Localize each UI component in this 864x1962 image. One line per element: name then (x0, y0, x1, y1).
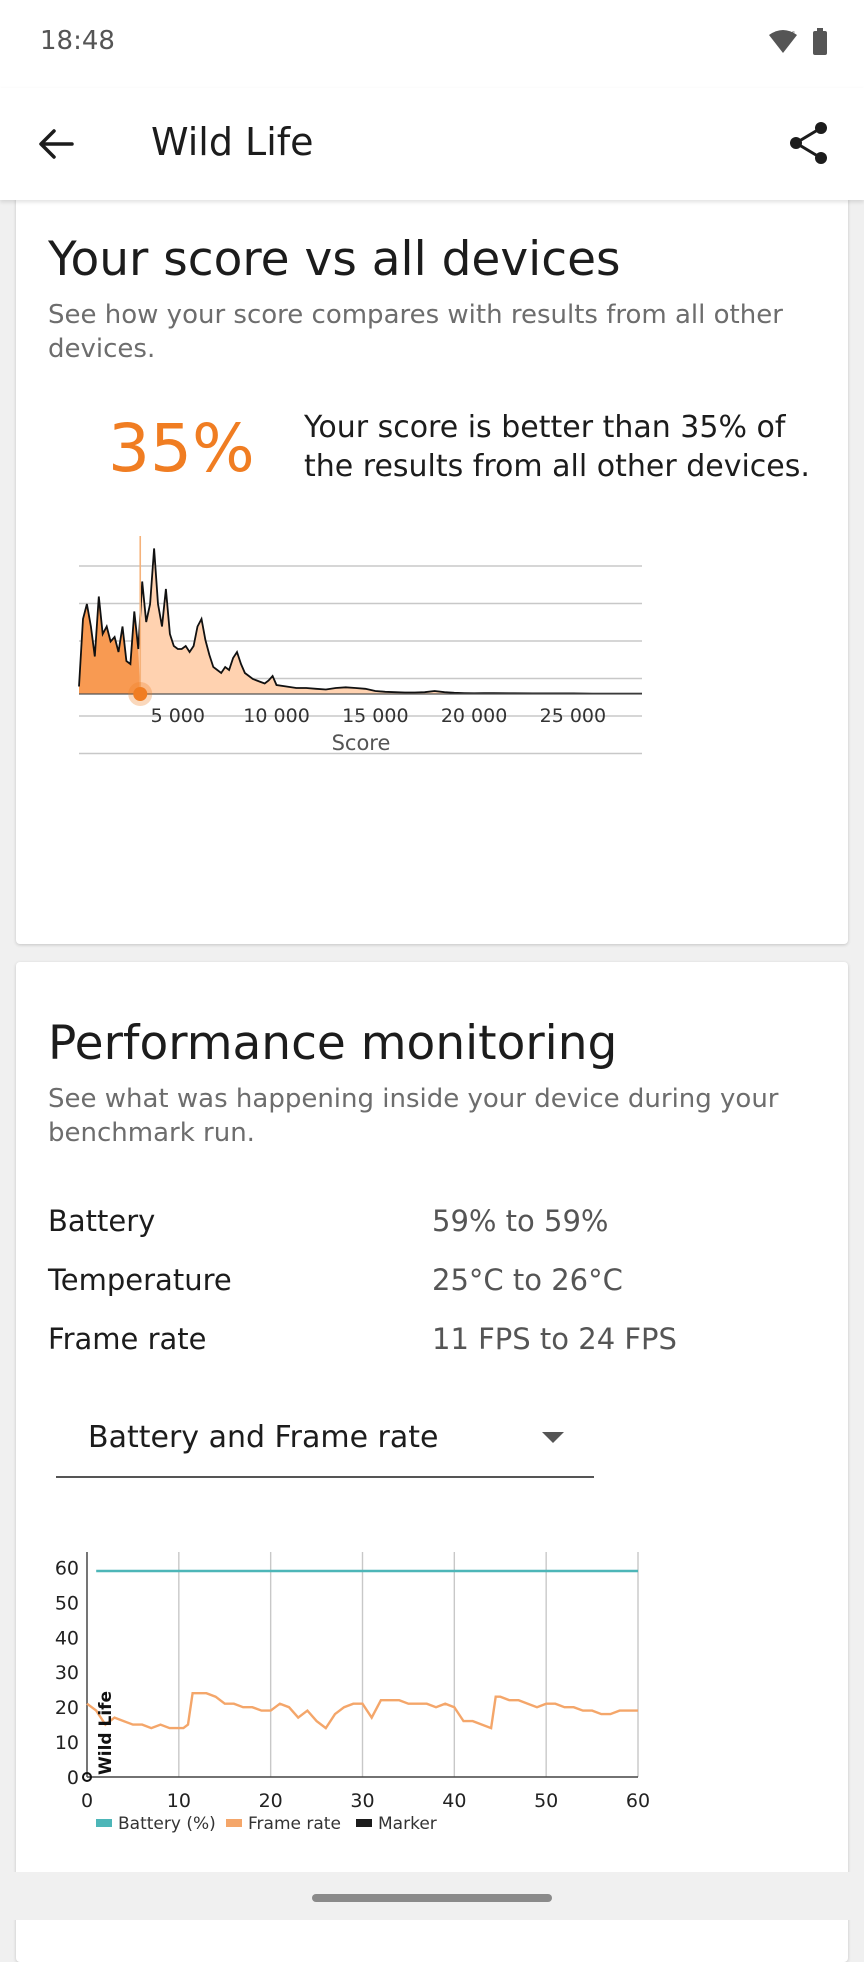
x-tick-label: 15 000 (342, 705, 408, 727)
stat-row-frame-rate: Frame rate 11 FPS to 24 FPS (48, 1322, 828, 1362)
status-icons: 6 (768, 28, 828, 56)
score-card-title: Your score vs all devices (48, 232, 621, 287)
x-tick-label: 5 000 (151, 705, 205, 727)
score-comparison-card: Your score vs all devices See how your s… (16, 196, 848, 944)
x-tick-label: 0 (81, 1790, 93, 1812)
performance-monitoring-card: Performance monitoring See what was happ… (16, 962, 848, 1962)
score-distribution-chart: 5 000 10 000 15 000 20 000 25 000 Score (78, 536, 642, 755)
share-icon[interactable] (786, 120, 832, 166)
x-tick-label: 20 000 (441, 705, 507, 727)
back-arrow-icon[interactable] (34, 122, 78, 166)
dropdown-selected-value: Battery and Frame rate (88, 1420, 439, 1455)
stat-value: 25°C to 26°C (432, 1263, 623, 1297)
stat-row-battery: Battery 59% to 59% (48, 1204, 828, 1244)
legend-label: Marker (378, 1814, 437, 1834)
performance-chart: 0 10 20 30 40 50 60 0 10 20 30 40 50 60 Wild Life Batte… (55, 1552, 650, 1834)
legend-swatch (96, 1819, 112, 1827)
distribution-line (78, 548, 642, 695)
percentile-value: 35% (108, 410, 255, 487)
y-tick-label: 60 (55, 1557, 79, 1579)
x-tick-label: 10 (167, 1790, 191, 1812)
x-tick-label: 50 (534, 1790, 558, 1812)
x-tick-label: 60 (626, 1790, 650, 1812)
chart-selector-dropdown[interactable]: Battery and Frame rate (56, 1402, 594, 1478)
x-axis-label: Score (332, 731, 391, 755)
status-time: 18:48 (40, 26, 115, 56)
your-score-dot (133, 687, 148, 701)
perf-card-title: Performance monitoring (48, 1016, 618, 1071)
stat-label: Frame rate (48, 1322, 207, 1356)
dropdown-arrow-icon (542, 1432, 564, 1443)
stat-label: Battery (48, 1204, 156, 1238)
origin-marker (82, 1772, 92, 1782)
battery-icon (813, 28, 827, 55)
x-tick-label: 40 (442, 1790, 466, 1812)
y-tick-label: 20 (55, 1697, 79, 1719)
score-card-subtitle: See how your score compares with results… (48, 300, 783, 364)
below-score-area (79, 596, 141, 694)
x-tick-label: 30 (350, 1790, 374, 1812)
legend-label: Frame rate (248, 1814, 341, 1834)
series-line-frame-rate (86, 1692, 638, 1730)
percentile-description: Your score is better than 35% of the res… (304, 410, 810, 484)
y-tick-label: 50 (55, 1592, 79, 1614)
page-title: Wild Life (151, 120, 314, 164)
navigation-bar (0, 1872, 864, 1920)
y-tick-label: 30 (55, 1662, 79, 1684)
x-tick-label: 10 000 (243, 705, 309, 727)
run-annotation: Wild Life (96, 1691, 116, 1775)
stat-value: 59% to 59% (432, 1204, 609, 1238)
wifi-icon: 6 (769, 30, 797, 53)
wifi-badge: 6 (790, 31, 796, 41)
x-tick-label: 20 (259, 1790, 283, 1812)
legend-swatch (226, 1819, 242, 1827)
y-tick-label: 0 (67, 1767, 79, 1789)
x-tick-label: 25 000 (540, 705, 606, 727)
y-tick-label: 40 (55, 1627, 79, 1649)
app-bar: Wild Life (0, 88, 864, 200)
stat-value: 11 FPS to 24 FPS (432, 1322, 677, 1356)
status-bar: 18:48 6 (0, 0, 864, 88)
home-gesture-handle[interactable] (312, 1894, 552, 1902)
legend-swatch (356, 1819, 372, 1827)
legend-label: Battery (%) (118, 1814, 216, 1834)
stat-label: Temperature (48, 1263, 232, 1297)
y-tick-label: 10 (55, 1732, 79, 1754)
perf-card-subtitle: See what was happening inside your devic… (48, 1084, 779, 1148)
stat-row-temperature: Temperature 25°C to 26°C (48, 1263, 828, 1303)
